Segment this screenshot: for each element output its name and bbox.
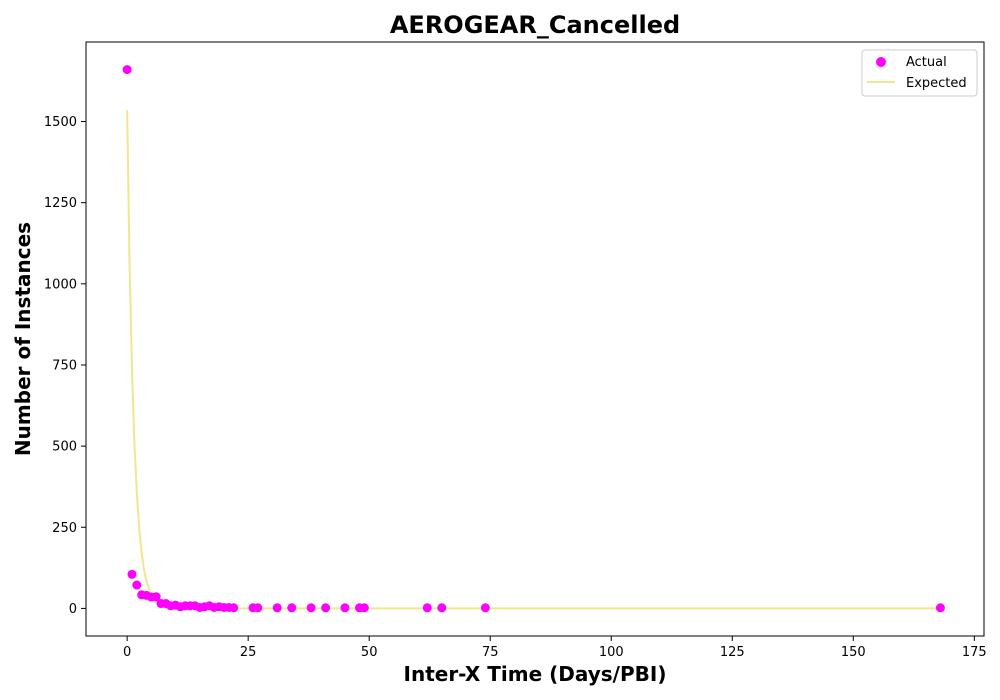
x-tick-label: 50 bbox=[361, 645, 378, 660]
legend-box bbox=[861, 49, 978, 97]
y-tick-label: 1000 bbox=[44, 277, 77, 292]
actual-data-point bbox=[132, 580, 142, 590]
actual-data-point bbox=[127, 569, 137, 579]
y-axis-title: Number of Instances bbox=[11, 222, 35, 456]
actual-data-point bbox=[287, 603, 297, 613]
actual-data-point bbox=[122, 65, 132, 75]
y-tick-label: 750 bbox=[52, 358, 77, 373]
y-axis: 0 250 500 750 1000 1250 1500 bbox=[44, 115, 86, 617]
x-tick-label: 100 bbox=[599, 645, 624, 660]
actual-data-point bbox=[229, 603, 239, 613]
chart-title: AEROGEAR_Cancelled bbox=[390, 11, 680, 39]
plot-area bbox=[86, 42, 984, 636]
x-axis: 0 25 50 75 100 125 150 175 bbox=[123, 636, 987, 660]
actual-data-point bbox=[935, 603, 945, 613]
x-tick-label: 25 bbox=[240, 645, 257, 660]
series-layer bbox=[122, 65, 945, 613]
actual-data-point bbox=[151, 592, 161, 602]
y-tick-label: 1250 bbox=[44, 196, 77, 211]
y-tick-label: 500 bbox=[52, 440, 77, 455]
y-tick-label: 1500 bbox=[44, 115, 77, 130]
legend: Actual Expected bbox=[861, 49, 978, 97]
actual-data-point bbox=[306, 603, 316, 613]
actual-data-point bbox=[359, 603, 369, 613]
x-tick-label: 125 bbox=[720, 645, 745, 660]
legend-label-expected: Expected bbox=[906, 76, 967, 91]
actual-data-point bbox=[480, 603, 490, 613]
actual-data-point bbox=[321, 603, 331, 613]
x-tick-label: 0 bbox=[123, 645, 131, 660]
actual-data-point bbox=[437, 603, 447, 613]
y-tick-label: 0 bbox=[69, 602, 77, 617]
x-tick-label: 175 bbox=[962, 645, 987, 660]
legend-actual-marker bbox=[876, 57, 886, 67]
actual-data-point bbox=[272, 603, 282, 613]
y-tick-label: 250 bbox=[52, 521, 77, 536]
legend-label-actual: Actual bbox=[906, 55, 947, 70]
plot-frame bbox=[85, 41, 985, 637]
x-axis-title: Inter-X Time (Days/PBI) bbox=[404, 662, 667, 686]
x-tick-label: 150 bbox=[841, 645, 866, 660]
actual-data-point bbox=[340, 603, 350, 613]
x-tick-label: 75 bbox=[482, 645, 499, 660]
actual-data-point bbox=[422, 603, 432, 613]
actual-data-point bbox=[253, 603, 263, 613]
